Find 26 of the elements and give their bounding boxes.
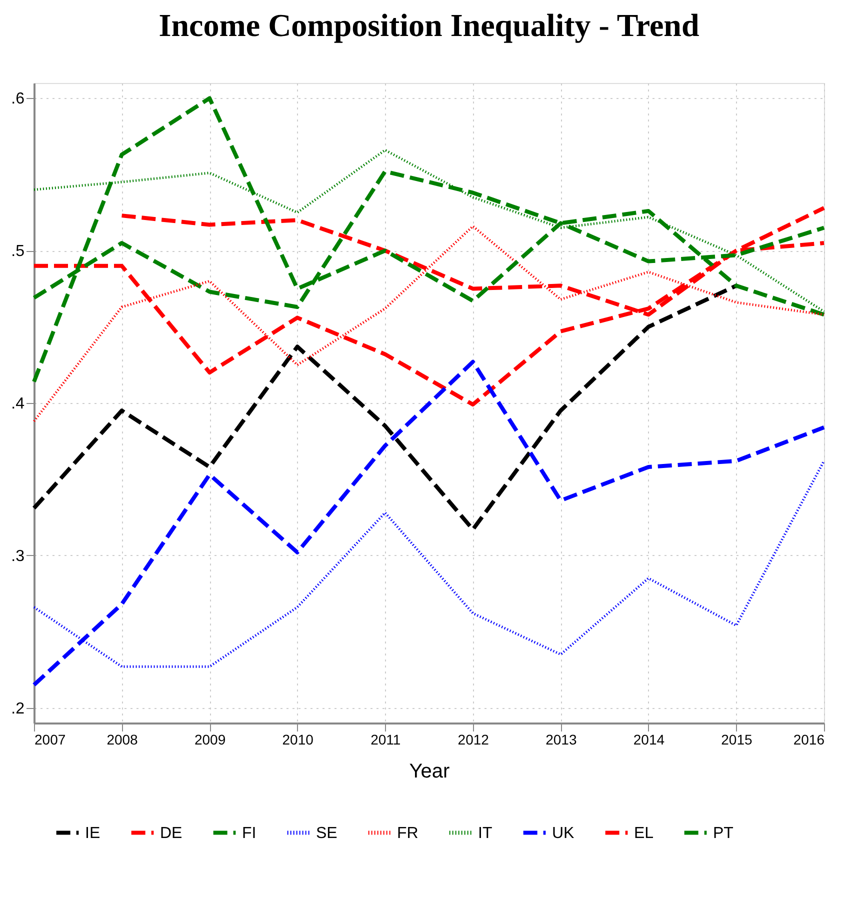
y-tick-label: .4 bbox=[11, 396, 25, 412]
legend-label: DE bbox=[160, 824, 182, 842]
x-tick-label: 2008 bbox=[106, 732, 138, 748]
legend-label: FR bbox=[397, 824, 418, 842]
y-tick-label: .6 bbox=[11, 90, 25, 108]
legend-label: IE bbox=[85, 824, 100, 842]
legend-label: UK bbox=[552, 824, 575, 842]
chart-title: Income Composition Inequality - Trend bbox=[158, 7, 700, 43]
x-tick-label: 2014 bbox=[633, 732, 665, 748]
x-tick-label: 2015 bbox=[721, 732, 753, 748]
y-tick-label: .2 bbox=[11, 700, 25, 718]
legend-label: EL bbox=[634, 824, 654, 842]
legend-label: IT bbox=[478, 824, 492, 842]
x-tick-label: 2011 bbox=[370, 732, 401, 748]
legend-label: PT bbox=[713, 824, 734, 842]
y-tick-label: .3 bbox=[11, 548, 25, 565]
x-tick-label: 2016 bbox=[793, 732, 825, 748]
legend-label: FI bbox=[242, 824, 256, 842]
x-tick-label: 2012 bbox=[458, 732, 490, 748]
x-axis-title: Year bbox=[409, 760, 450, 782]
x-tick-label: 2007 bbox=[34, 732, 66, 748]
legend-label: SE bbox=[316, 824, 338, 842]
x-tick-label: 2010 bbox=[282, 732, 314, 748]
x-tick-label: 2009 bbox=[194, 732, 226, 748]
x-tick-label: 2013 bbox=[546, 732, 577, 748]
y-tick-label: .5 bbox=[11, 243, 25, 260]
